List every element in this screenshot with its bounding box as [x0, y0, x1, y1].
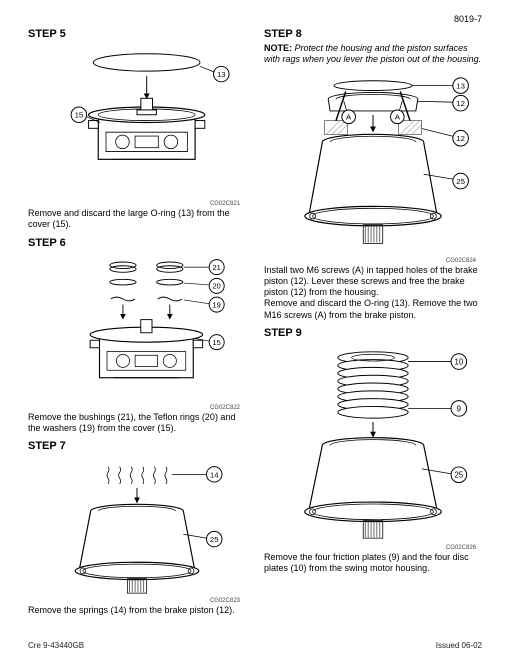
note-label: NOTE: — [264, 43, 292, 53]
note-body: Protect the housing and the piston surfa… — [264, 43, 481, 64]
footer-left: Cre 9-43440GB — [28, 641, 84, 650]
step8-note: NOTE: Protect the housing and the piston… — [264, 43, 482, 66]
callout-20: 20 — [213, 281, 221, 290]
callout-14: 14 — [210, 470, 219, 479]
callout-25b: 25 — [456, 176, 465, 185]
callout-25c: 25 — [455, 470, 464, 479]
step9-heading: STEP 9 — [264, 327, 482, 339]
footer-right: Issued 06-02 — [436, 641, 482, 650]
callout-12b: 12 — [456, 134, 465, 143]
step5-fig-code: CG02C821 — [28, 201, 246, 207]
step9-fig-code: CG02C826 — [264, 545, 482, 551]
step8-heading: STEP 8 — [264, 28, 482, 40]
step7-heading: STEP 7 — [28, 440, 246, 452]
step5-figure: 13 15 — [28, 45, 246, 200]
footer: Cre 9-43440GB Issued 06-02 — [28, 641, 482, 650]
step5-text: Remove and discard the large O-ring (13)… — [28, 208, 246, 231]
columns: STEP 5 — [28, 26, 482, 616]
callout-9: 9 — [457, 404, 461, 413]
callout-13b: 13 — [456, 81, 465, 90]
callout-15: 15 — [75, 111, 84, 120]
step5-heading: STEP 5 — [28, 28, 246, 40]
step7-text: Remove the springs (14) from the brake p… — [28, 605, 246, 616]
callout-A2: A — [395, 112, 401, 121]
step6-fig-code: CG02C822 — [28, 405, 246, 411]
callout-A1: A — [346, 112, 352, 121]
callout-19: 19 — [213, 300, 221, 309]
step8-fig-code: CG02C824 — [264, 258, 482, 264]
left-column: STEP 5 — [28, 26, 246, 616]
step6-figure: 21 20 19 15 — [28, 254, 246, 404]
step6-text: Remove the bushings (21), the Teflon rin… — [28, 412, 246, 435]
callout-21: 21 — [213, 262, 221, 271]
step8-figure: A A 13 12 12 25 — [264, 72, 482, 257]
callout-13: 13 — [217, 70, 226, 79]
right-column: STEP 8 NOTE: Protect the housing and the… — [264, 26, 482, 616]
step7-figure: 14 25 — [28, 457, 246, 597]
step9-text: Remove the four friction plates (9) and … — [264, 552, 482, 575]
step9-figure: 10 9 25 — [264, 344, 482, 544]
callout-25: 25 — [210, 535, 219, 544]
callout-15b: 15 — [213, 337, 221, 346]
step8-text: Install two M6 screws (A) in tapped hole… — [264, 265, 482, 321]
step7-fig-code: CG02C823 — [28, 598, 246, 604]
callout-10: 10 — [455, 357, 464, 366]
page: 8019-7 STEP 5 — [0, 0, 510, 660]
page-number: 8019-7 — [454, 14, 482, 24]
callout-12a: 12 — [456, 99, 465, 108]
step6-heading: STEP 6 — [28, 237, 246, 249]
